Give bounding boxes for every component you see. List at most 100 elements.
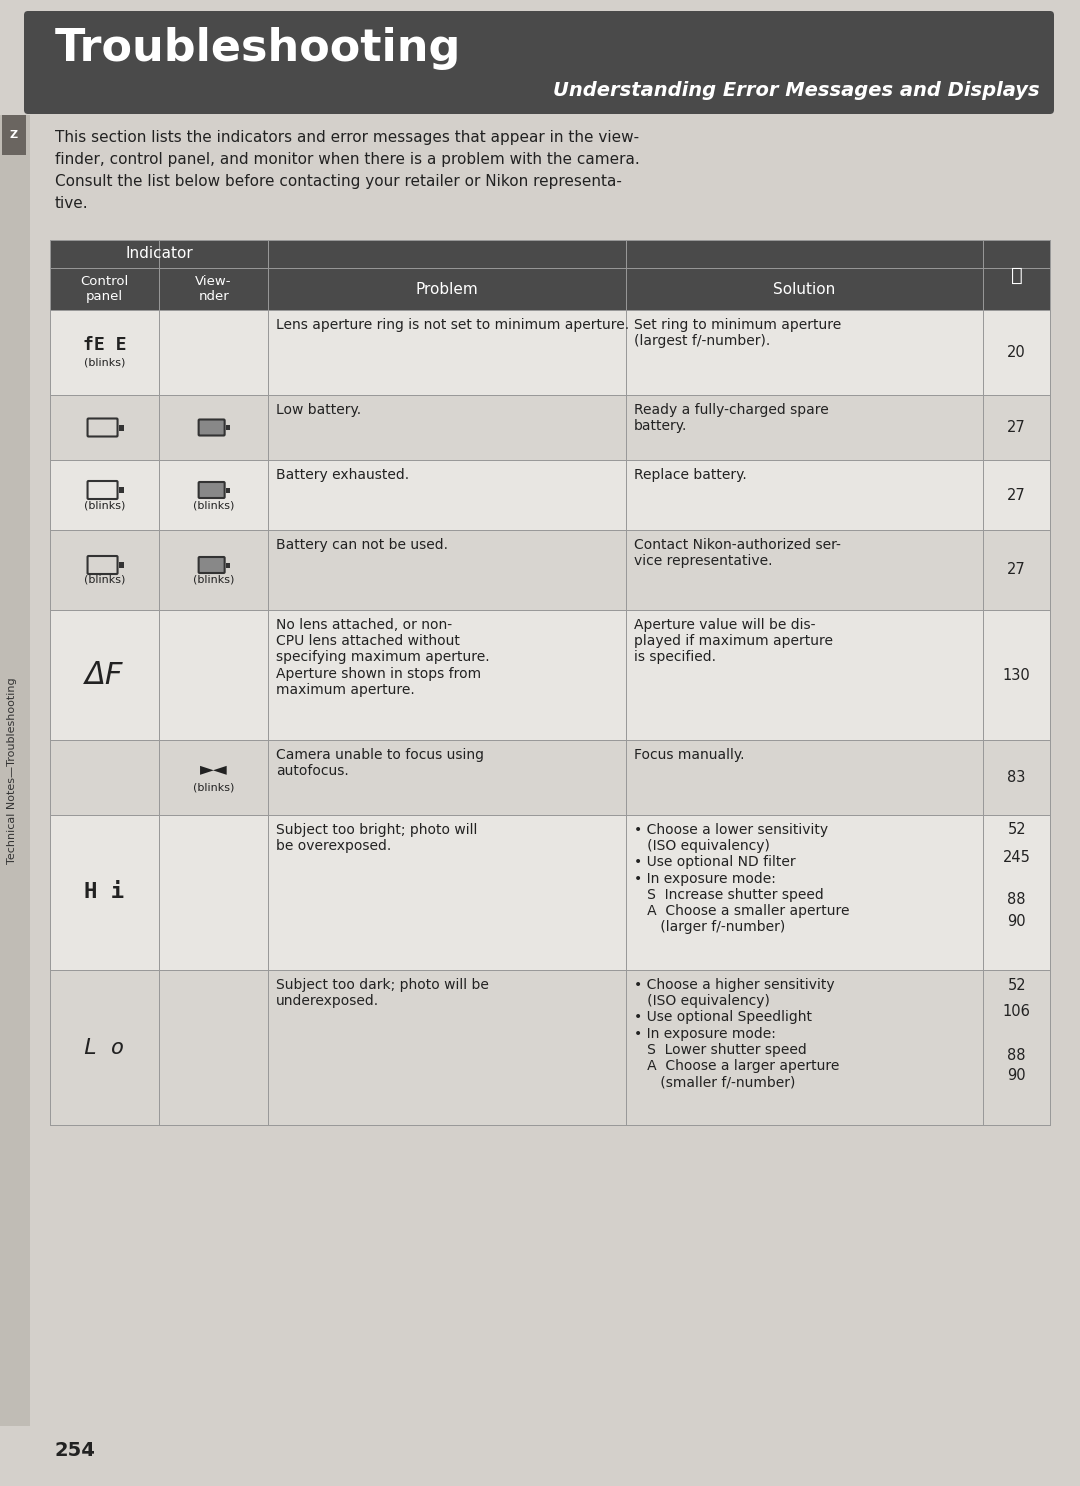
Text: Consult the list below before contacting your retailer or Nikon representa-: Consult the list below before contacting…	[55, 174, 622, 189]
Bar	[983, 395, 1050, 461]
Text: Lens aperture ring is not set to minimum aperture.: Lens aperture ring is not set to minimum…	[276, 318, 630, 331]
Text: Solution: Solution	[773, 281, 836, 297]
Text: Contact Nikon-authorized ser-
vice representative.: Contact Nikon-authorized ser- vice repre…	[634, 538, 840, 568]
Text: 27: 27	[1008, 563, 1026, 578]
Bar	[50, 395, 159, 461]
Text: L o: L o	[84, 1037, 124, 1058]
Text: • Choose a lower sensitivity
   (ISO equivalency)
• Use optional ND filter
• In : • Choose a lower sensitivity (ISO equiva…	[634, 823, 849, 935]
Text: 106: 106	[1002, 1005, 1030, 1019]
Bar	[226, 487, 230, 492]
Text: 88: 88	[1008, 1048, 1026, 1062]
Text: This section lists the indicators and error messages that appear in the view-: This section lists the indicators and er…	[55, 129, 639, 146]
Bar	[159, 311, 268, 395]
Bar	[50, 461, 159, 531]
Bar	[983, 970, 1050, 1125]
Bar	[983, 740, 1050, 814]
Text: Technical Notes—Troubleshooting: Technical Notes—Troubleshooting	[6, 678, 17, 863]
Bar	[625, 531, 983, 609]
Text: ΔF: ΔF	[85, 660, 124, 690]
Text: Set ring to minimum aperture
(largest f/-number).: Set ring to minimum aperture (largest f/…	[634, 318, 841, 348]
Bar	[50, 609, 159, 740]
Bar	[983, 814, 1050, 970]
Bar	[625, 395, 983, 461]
FancyBboxPatch shape	[24, 10, 1054, 114]
FancyBboxPatch shape	[199, 557, 225, 574]
Bar	[268, 395, 625, 461]
Bar	[50, 311, 159, 395]
Text: 📖: 📖	[1011, 266, 1023, 284]
Bar	[268, 267, 625, 311]
Bar	[159, 267, 268, 311]
Text: Aperture value will be dis-
played if maximum aperture
is specified.: Aperture value will be dis- played if ma…	[634, 618, 833, 664]
Bar	[159, 609, 268, 740]
Bar	[983, 241, 1050, 267]
Bar	[50, 241, 268, 267]
Text: 20: 20	[1008, 345, 1026, 360]
Bar	[268, 311, 625, 395]
Text: View-
nder: View- nder	[195, 275, 232, 303]
Bar	[983, 311, 1050, 395]
FancyBboxPatch shape	[199, 419, 225, 435]
Bar	[159, 970, 268, 1125]
Text: Z: Z	[10, 129, 18, 140]
Text: 88: 88	[1008, 893, 1026, 908]
Text: 254: 254	[55, 1441, 96, 1461]
Bar	[625, 311, 983, 395]
Bar	[625, 970, 983, 1125]
Text: (blinks): (blinks)	[193, 575, 234, 585]
Text: Battery exhausted.: Battery exhausted.	[276, 468, 409, 481]
Text: 90: 90	[1008, 914, 1026, 929]
Text: No lens attached, or non-
CPU lens attached without
specifying maximum aperture.: No lens attached, or non- CPU lens attac…	[276, 618, 490, 697]
Bar	[50, 970, 159, 1125]
Bar	[226, 425, 230, 429]
Text: Troubleshooting: Troubleshooting	[55, 27, 461, 70]
Text: Control
panel: Control panel	[80, 275, 129, 303]
Text: Battery can not be used.: Battery can not be used.	[276, 538, 448, 551]
Text: 90: 90	[1008, 1068, 1026, 1083]
Bar	[119, 562, 123, 568]
Bar	[625, 814, 983, 970]
Text: fE E: fE E	[83, 336, 126, 354]
Bar	[625, 461, 983, 531]
Text: finder, control panel, and monitor when there is a problem with the camera.: finder, control panel, and monitor when …	[55, 152, 639, 166]
Bar	[268, 814, 625, 970]
Text: 52: 52	[1008, 822, 1026, 838]
Bar	[268, 609, 625, 740]
Text: (blinks): (blinks)	[84, 499, 125, 510]
Text: H i: H i	[84, 883, 124, 902]
Text: 52: 52	[1008, 978, 1026, 993]
Bar	[0, 114, 30, 1427]
Text: Problem: Problem	[416, 281, 478, 297]
Bar	[50, 531, 159, 609]
Bar	[625, 609, 983, 740]
Bar	[159, 814, 268, 970]
Bar	[983, 609, 1050, 740]
Bar	[625, 740, 983, 814]
Bar	[50, 740, 159, 814]
Bar	[119, 487, 123, 493]
Bar	[983, 241, 1050, 311]
Bar	[159, 531, 268, 609]
Bar	[2, 114, 26, 155]
Text: tive.: tive.	[55, 196, 89, 211]
Bar	[119, 425, 123, 431]
Bar	[983, 531, 1050, 609]
Text: Understanding Error Messages and Displays: Understanding Error Messages and Display…	[553, 80, 1040, 100]
Text: Indicator: Indicator	[125, 247, 193, 262]
Bar	[268, 740, 625, 814]
Bar	[50, 267, 159, 311]
Text: (blinks): (blinks)	[84, 575, 125, 585]
Bar	[268, 970, 625, 1125]
Bar	[50, 814, 159, 970]
Text: (blinks): (blinks)	[84, 358, 125, 367]
Text: Camera unable to focus using
autofocus.: Camera unable to focus using autofocus.	[276, 747, 484, 779]
Bar	[625, 241, 983, 267]
Text: • Choose a higher sensitivity
   (ISO equivalency)
• Use optional Speedlight
• I: • Choose a higher sensitivity (ISO equiv…	[634, 978, 839, 1089]
Bar	[159, 461, 268, 531]
Text: ►◄: ►◄	[200, 761, 228, 779]
Bar	[159, 740, 268, 814]
Text: Low battery.: Low battery.	[276, 403, 362, 418]
Text: Subject too dark; photo will be
underexposed.: Subject too dark; photo will be underexp…	[276, 978, 489, 1008]
Text: Replace battery.: Replace battery.	[634, 468, 746, 481]
Text: Ready a fully-charged spare
battery.: Ready a fully-charged spare battery.	[634, 403, 828, 434]
